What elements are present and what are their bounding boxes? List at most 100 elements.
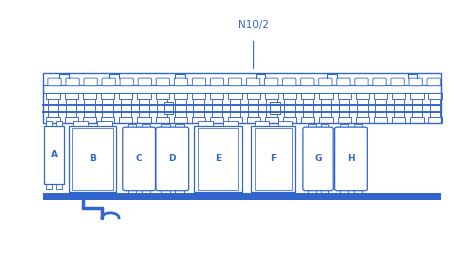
Bar bbox=[83, 117, 96, 123]
Bar bbox=[430, 99, 440, 117]
Bar bbox=[56, 121, 63, 126]
Bar bbox=[266, 99, 277, 117]
Bar bbox=[340, 124, 348, 129]
Bar bbox=[255, 121, 269, 126]
Bar bbox=[155, 93, 169, 99]
FancyBboxPatch shape bbox=[120, 78, 133, 86]
FancyBboxPatch shape bbox=[303, 127, 333, 191]
Bar bbox=[84, 99, 95, 117]
Bar bbox=[251, 126, 295, 192]
Bar bbox=[265, 117, 278, 123]
Bar bbox=[374, 93, 387, 99]
Bar bbox=[44, 126, 64, 184]
Bar bbox=[46, 184, 52, 189]
Bar bbox=[337, 117, 351, 123]
Text: C: C bbox=[136, 155, 142, 163]
Bar bbox=[157, 99, 167, 117]
Bar bbox=[428, 93, 442, 99]
Bar bbox=[43, 73, 441, 123]
Bar bbox=[308, 189, 316, 194]
Bar bbox=[43, 193, 88, 200]
Text: N10/2: N10/2 bbox=[238, 20, 269, 30]
FancyBboxPatch shape bbox=[123, 127, 155, 191]
FancyBboxPatch shape bbox=[246, 78, 260, 86]
FancyBboxPatch shape bbox=[301, 78, 314, 86]
Bar bbox=[198, 128, 238, 190]
Bar bbox=[356, 117, 369, 123]
Bar bbox=[319, 93, 333, 99]
Bar bbox=[128, 124, 137, 129]
FancyBboxPatch shape bbox=[427, 78, 440, 86]
Bar bbox=[174, 93, 187, 99]
Bar bbox=[223, 121, 238, 126]
Text: E: E bbox=[215, 155, 221, 163]
Bar bbox=[48, 99, 58, 117]
Text: A: A bbox=[51, 150, 57, 159]
Text: G: G bbox=[314, 155, 322, 163]
FancyBboxPatch shape bbox=[84, 78, 97, 86]
Bar bbox=[246, 93, 260, 99]
Bar bbox=[101, 117, 114, 123]
Bar bbox=[43, 85, 441, 93]
Bar bbox=[302, 99, 313, 117]
Bar bbox=[319, 117, 333, 123]
Bar bbox=[161, 189, 170, 194]
Bar bbox=[164, 102, 173, 114]
Bar bbox=[211, 99, 222, 117]
Bar bbox=[255, 192, 269, 197]
Bar bbox=[46, 117, 60, 123]
Bar bbox=[142, 189, 150, 194]
FancyBboxPatch shape bbox=[319, 78, 332, 86]
Bar bbox=[193, 99, 204, 117]
Bar bbox=[278, 192, 292, 197]
Bar bbox=[137, 93, 151, 99]
Bar bbox=[410, 117, 424, 123]
Bar bbox=[43, 193, 441, 200]
Bar bbox=[340, 189, 348, 194]
FancyBboxPatch shape bbox=[66, 78, 79, 86]
Bar bbox=[97, 121, 112, 126]
FancyBboxPatch shape bbox=[174, 78, 188, 86]
Bar bbox=[392, 93, 405, 99]
Bar bbox=[354, 189, 362, 194]
Bar bbox=[278, 121, 292, 126]
Bar bbox=[192, 93, 205, 99]
Bar bbox=[72, 128, 113, 190]
Bar bbox=[301, 93, 314, 99]
Bar bbox=[73, 121, 88, 126]
Bar bbox=[46, 93, 60, 99]
FancyBboxPatch shape bbox=[391, 78, 404, 86]
Text: B: B bbox=[89, 155, 96, 163]
Bar bbox=[337, 93, 351, 99]
FancyBboxPatch shape bbox=[335, 127, 367, 191]
FancyBboxPatch shape bbox=[228, 78, 242, 86]
Bar bbox=[119, 93, 133, 99]
Bar bbox=[175, 124, 183, 129]
Bar bbox=[174, 117, 187, 123]
Bar bbox=[392, 117, 405, 123]
Bar bbox=[356, 93, 369, 99]
Bar bbox=[101, 93, 114, 99]
Bar bbox=[139, 99, 149, 117]
FancyBboxPatch shape bbox=[102, 78, 115, 86]
Text: D: D bbox=[169, 155, 176, 163]
Bar bbox=[428, 117, 442, 123]
Bar bbox=[121, 99, 131, 117]
Bar bbox=[283, 93, 296, 99]
Bar bbox=[64, 93, 78, 99]
Bar bbox=[198, 121, 213, 126]
FancyBboxPatch shape bbox=[409, 78, 422, 86]
Bar bbox=[175, 99, 186, 117]
Bar bbox=[210, 117, 223, 123]
FancyBboxPatch shape bbox=[156, 127, 189, 191]
Bar bbox=[137, 117, 151, 123]
FancyBboxPatch shape bbox=[264, 78, 278, 86]
Bar bbox=[128, 189, 137, 194]
Bar bbox=[246, 117, 260, 123]
FancyBboxPatch shape bbox=[138, 78, 151, 86]
Bar bbox=[119, 117, 133, 123]
Bar bbox=[339, 99, 349, 117]
Bar bbox=[320, 189, 328, 194]
Bar bbox=[375, 99, 386, 117]
Bar bbox=[284, 99, 295, 117]
